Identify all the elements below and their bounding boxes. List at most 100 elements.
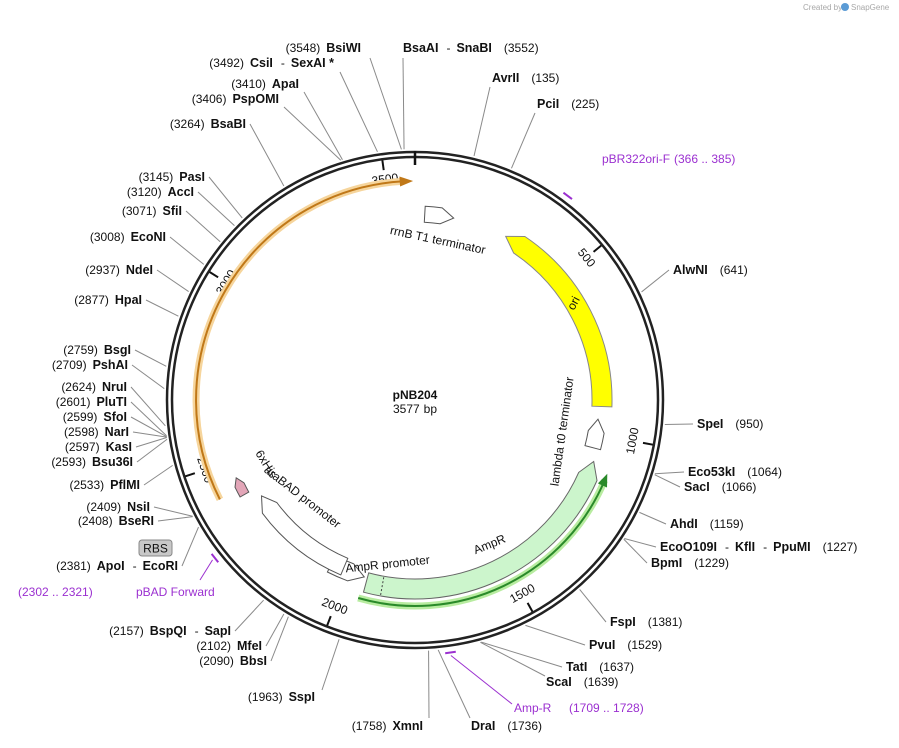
feature-label: rrnB T1 terminator [389,223,487,257]
site-leader [303,91,343,160]
site-name: PluTI [96,395,127,409]
site-leader [624,538,657,548]
site-name: BspQI [150,624,187,638]
site-position: (3145) [139,170,174,184]
tick-mark [592,244,602,253]
feature-label: 6xHis [253,447,281,480]
site-leader [169,236,205,265]
site-name: XmnI [392,719,423,733]
site-leader [130,416,167,438]
site-name: BsaAI [403,41,438,55]
site-label: BpmI (1229) [651,556,729,570]
site-position: (3071) [122,204,157,218]
site-label: SacI (1066) [684,480,756,494]
length-value: 3577 [393,402,420,416]
site-label: (2599) SfoI [63,410,127,424]
site-leader [249,123,285,187]
site-leader [135,437,167,448]
site-name: KasI [106,440,132,454]
site-name: PpuMI [773,540,811,554]
site-leader [197,191,235,227]
site-label: (2157) BspQI - SapI [109,624,231,638]
site-name: NdeI [126,263,153,277]
tick-label: 500 [575,246,599,271]
site-position: (3008) [90,230,125,244]
separator: - [195,624,199,638]
site-label: SpeI (950) [697,417,763,431]
site-leader [654,474,681,488]
site-leader [339,71,378,153]
site-label: (3145) PasI [139,170,205,184]
plasmid-length: 3577 bp [393,402,437,416]
separator: - [281,56,285,70]
site-label: (2598) NarI [64,425,129,439]
site-name: SapI [205,624,231,638]
site-position: (225) [571,97,599,111]
site-leader [283,106,342,161]
tick-mark [326,615,332,626]
site-leader [641,269,670,293]
site-position: (1159) [710,517,744,531]
site-label: (3120) AccI [127,185,194,199]
site-name: AhdI [670,517,698,531]
feature-arc [195,180,404,500]
site-name: BpmI [651,556,682,570]
logo [841,3,849,11]
primer-mark [445,650,456,655]
site-name: SpeI [697,417,723,431]
site-position: (3548) [286,41,321,55]
length-unit: bp [424,402,438,416]
site-name: AvrII [492,71,519,85]
site-position: (2599) [63,410,98,424]
tick-mark [381,160,385,171]
site-name: EcoRI [143,559,178,573]
site-label: TatI (1637) [566,660,634,674]
primer-range: (1709 .. 1728) [569,701,644,715]
separator: - [763,540,767,554]
site-name: KflI [735,540,755,554]
ori-arrow [504,235,613,408]
site-leader [402,57,405,150]
site-label: (3406) PspOMI [192,92,279,106]
primer-range: (2302 .. 2321) [18,585,93,599]
site-label: (2624) NruI [61,380,127,394]
site-leader [145,299,179,317]
site-name: ScaI [546,675,572,689]
site-label: PvuI (1529) [589,638,662,652]
site-leader [525,624,586,646]
site-position: (641) [720,263,748,277]
site-label: DraI (1736) [471,719,542,733]
site-leader [437,649,471,719]
site-label: AhdI (1159) [670,517,744,531]
tick-mark [642,441,654,446]
site-position: (2533) [69,478,104,492]
site-position: (2709) [52,358,87,372]
site-name: Eco53kI [688,465,735,479]
site-name: SfiI [163,204,182,218]
site-label: (1758) XmnI [352,719,423,733]
primer-name: pBR322ori-F [602,152,670,166]
site-label: (3071) SfiI [122,204,182,218]
primer-name: Amp-R [514,701,552,715]
site-label: (2408) BseRI [78,514,154,528]
site-position: (3406) [192,92,227,106]
site-name: NarI [105,425,129,439]
site-label: Eco53kI (1064) [688,465,782,479]
site-label: (2597) KasI [65,440,132,454]
site-position: (3120) [127,185,162,199]
site-name: DraI [471,719,495,733]
site-leader [270,616,289,662]
lambda-arrow [584,418,605,451]
site-name: AlwNI [673,263,708,277]
site-name: ApaI [272,77,299,91]
site-name: PasI [179,170,205,184]
site-leader [185,210,221,243]
primer-name: pBAD Forward [136,585,215,599]
site-leader [473,86,491,157]
site-leader [134,349,167,367]
site-position: (2102) [196,639,231,653]
site-leader [265,613,285,647]
site-position: (1639) [584,675,619,689]
feature-halo [192,177,404,501]
